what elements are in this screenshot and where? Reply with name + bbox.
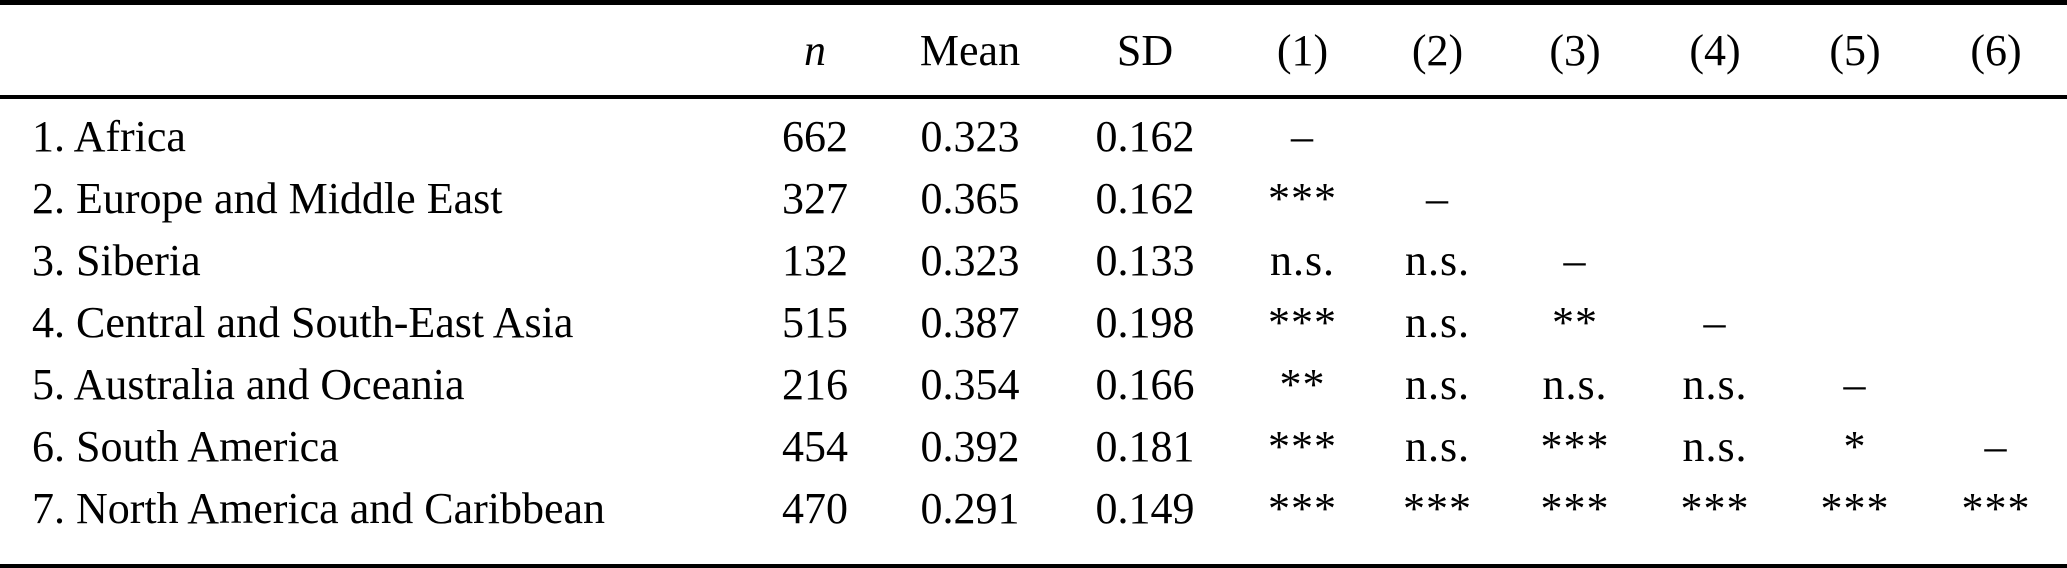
comparison-cell xyxy=(1370,97,1505,167)
stats-table: n Mean SD (1) (2) (3) (4) (5) (6) 1. Afr… xyxy=(0,5,2067,539)
comparison-cell: – xyxy=(1703,297,1727,347)
region-cell: 1. Africa xyxy=(32,111,186,161)
comparison-cell: *** xyxy=(1268,483,1337,533)
region-cell: 5. Australia and Oceania xyxy=(32,359,465,409)
comparison-cell: *** xyxy=(1961,483,2031,533)
sd-cell: 0.181 xyxy=(1095,421,1195,471)
comparison-cell: – xyxy=(1291,111,1314,161)
header-row: n Mean SD (1) (2) (3) (4) (5) (6) xyxy=(0,5,2067,99)
comparison-cell xyxy=(1505,97,1645,167)
mean-cell: 0.365 xyxy=(920,173,1020,223)
sd-cell: 0.149 xyxy=(1095,483,1195,533)
mean-cell: 0.354 xyxy=(920,359,1020,409)
n-cell: 132 xyxy=(782,235,848,285)
mean-cell: 0.291 xyxy=(920,483,1020,533)
comparison-cell: n.s. xyxy=(1404,297,1471,347)
comparison-cell xyxy=(1785,167,1925,229)
comparison-cell xyxy=(1645,97,1785,167)
comparison-cell: n.s. xyxy=(1404,235,1471,285)
region-cell: 7. North America and Caribbean xyxy=(32,483,606,533)
comparison-cell: *** xyxy=(1820,483,1890,533)
comparison-cell: *** xyxy=(1268,421,1337,471)
sd-cell: 0.162 xyxy=(1095,173,1195,223)
comparison-cell xyxy=(1645,229,1785,291)
comparison-cell xyxy=(1925,97,2067,167)
comparison-cell: – xyxy=(1563,235,1587,285)
sd-cell: 0.162 xyxy=(1095,111,1195,161)
comparison-cell: *** xyxy=(1680,483,1750,533)
comparison-cell xyxy=(1925,167,2067,229)
comparison-cell: n.s. xyxy=(1682,421,1748,471)
header-comparison-6: (6) xyxy=(1925,5,2067,99)
region-cell: 2. Europe and Middle East xyxy=(32,173,503,223)
comparison-cell: – xyxy=(1843,359,1867,409)
comparison-cell: *** xyxy=(1540,483,1610,533)
comparison-cell xyxy=(1785,291,1925,353)
comparison-cell: *** xyxy=(1540,421,1610,471)
table-header: n Mean SD (1) (2) (3) (4) (5) (6) xyxy=(0,5,2067,99)
header-comparison-4: (4) xyxy=(1645,5,1785,99)
comparison-cell: *** xyxy=(1403,483,1472,533)
header-mean: Mean xyxy=(885,5,1055,99)
region-cell: 4. Central and South-East Asia xyxy=(32,297,574,347)
header-n: n xyxy=(745,5,885,99)
n-cell: 662 xyxy=(782,111,848,161)
header-comparison-3: (3) xyxy=(1505,5,1645,99)
table-body: 1. Africa 662 0.323 0.162 – 2. Europe an… xyxy=(0,97,2067,539)
table-row: 7. North America and Caribbean 470 0.291… xyxy=(0,477,2067,539)
sd-cell: 0.198 xyxy=(1095,297,1195,347)
comparison-cell xyxy=(1925,229,2067,291)
header-sd: SD xyxy=(1055,5,1235,99)
header-region xyxy=(0,5,745,99)
comparison-cell: ** xyxy=(1279,359,1326,409)
comparison-cell: n.s. xyxy=(1404,421,1471,471)
comparison-cell: * xyxy=(1843,421,1867,471)
comparison-cell xyxy=(1505,167,1645,229)
comparison-cell: *** xyxy=(1268,173,1337,223)
table-row: 5. Australia and Oceania 216 0.354 0.166… xyxy=(0,353,2067,415)
comparison-cell: n.s. xyxy=(1682,359,1748,409)
comparison-cell xyxy=(1645,167,1785,229)
mean-cell: 0.323 xyxy=(920,111,1020,161)
table-row: 3. Siberia 132 0.323 0.133 n.s. n.s. – xyxy=(0,229,2067,291)
comparison-cell: ** xyxy=(1552,297,1598,347)
n-cell: 216 xyxy=(782,359,848,409)
region-cell: 3. Siberia xyxy=(32,235,201,285)
mean-cell: 0.387 xyxy=(920,297,1020,347)
header-comparison-5: (5) xyxy=(1785,5,1925,99)
table-row: 6. South America 454 0.392 0.181 *** n.s… xyxy=(0,415,2067,477)
comparison-cell xyxy=(1925,353,2067,415)
comparison-cell: n.s. xyxy=(1404,359,1471,409)
comparison-cell xyxy=(1785,97,1925,167)
comparison-cell xyxy=(1785,229,1925,291)
region-cell: 6. South America xyxy=(32,421,339,471)
mean-cell: 0.392 xyxy=(920,421,1020,471)
sd-cell: 0.133 xyxy=(1095,235,1195,285)
comparison-cell: – xyxy=(1426,173,1449,223)
n-cell: 327 xyxy=(782,173,848,223)
sd-cell: 0.166 xyxy=(1095,359,1195,409)
n-cell: 515 xyxy=(782,297,848,347)
comparison-cell xyxy=(1925,291,2067,353)
table-row: 4. Central and South-East Asia 515 0.387… xyxy=(0,291,2067,353)
comparison-cell: *** xyxy=(1268,297,1337,347)
table-row: 1. Africa 662 0.323 0.162 – xyxy=(0,97,2067,167)
n-cell: 454 xyxy=(782,421,848,471)
comparison-cell: – xyxy=(1984,421,2008,471)
n-cell: 470 xyxy=(782,483,848,533)
mean-cell: 0.323 xyxy=(920,235,1020,285)
comparison-cell: n.s. xyxy=(1269,235,1336,285)
table-row: 2. Europe and Middle East 327 0.365 0.16… xyxy=(0,167,2067,229)
header-comparison-2: (2) xyxy=(1370,5,1505,99)
header-comparison-1: (1) xyxy=(1235,5,1370,99)
comparison-cell: n.s. xyxy=(1542,359,1608,409)
